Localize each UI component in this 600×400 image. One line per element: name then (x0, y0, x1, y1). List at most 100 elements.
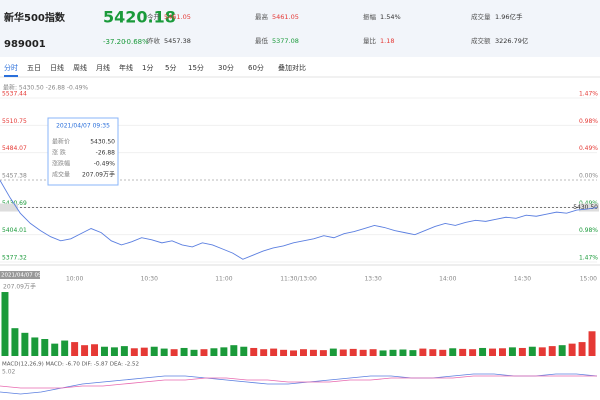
volume-bar (280, 349, 288, 356)
volume-bar (230, 345, 238, 356)
latest-line: 最新: 5430.50 -26.88 -0.49% (3, 84, 88, 92)
volume-bar (538, 347, 546, 356)
time-label: 14:00 (439, 276, 456, 283)
volume-bar (41, 339, 49, 356)
tooltip (47, 117, 119, 186)
macd-label: MACD(12,26,9) MACD: -6.70 DIF: -5.87 DEA… (2, 362, 139, 368)
macd-top: 5.02 (2, 369, 16, 376)
volume-bar (528, 346, 536, 356)
tab[interactable]: 五日 (27, 64, 41, 72)
change: -37.20 (103, 38, 126, 46)
cursor-time-bg (0, 271, 40, 279)
tab[interactable]: 日线 (50, 63, 64, 72)
volume-bar (518, 347, 526, 356)
field-value: 5457.38 (164, 37, 191, 45)
y-tick-label: 5484.07 (2, 145, 27, 152)
volume-bar (429, 349, 437, 356)
right-tick-label: 0.98% (579, 227, 598, 234)
volume-bar (61, 340, 69, 356)
volume-bar (240, 346, 248, 356)
index-code: 989001 (4, 39, 46, 50)
volume-bar (170, 349, 178, 356)
field-label: 成交额 (471, 36, 491, 45)
volume-bar (309, 349, 317, 356)
tab[interactable]: 叠加对比 (278, 63, 306, 72)
volume-bar (200, 349, 208, 356)
tooltip-label: 成交量 (52, 171, 70, 179)
volume-bar (588, 331, 596, 356)
volume-label: 207.09万手 (3, 283, 36, 291)
tab[interactable]: 15分 (188, 63, 204, 72)
field-label: 昨收 (147, 36, 161, 45)
volume-bar (379, 350, 387, 356)
field-label: 最低 (255, 36, 269, 45)
tooltip-value: 207.09万手 (82, 171, 115, 179)
tooltip-label: 涨跌幅 (52, 160, 70, 168)
y-tick-label: 5510.75 (2, 118, 27, 125)
right-tick-label: 0.98% (579, 118, 598, 125)
volume-bar (359, 349, 367, 356)
dif-line (0, 373, 598, 395)
tab-underline (4, 75, 18, 77)
time-label: 13:30 (364, 276, 381, 283)
right-tick-label: 0.00% (579, 173, 598, 180)
volume-bar (180, 347, 188, 356)
field-value: 3226.79亿 (495, 36, 529, 45)
right-tick-label: 0.49% (579, 200, 598, 207)
tooltip-label: 涨 跌 (52, 149, 66, 157)
volume-bar (498, 348, 506, 356)
price: 5420.18 (103, 8, 176, 27)
tab[interactable]: 30分 (218, 63, 234, 72)
y-tick-label: 5457.38 (2, 173, 27, 180)
time-label: 10:30 (141, 276, 158, 283)
right-tick-label: 1.47% (579, 255, 598, 262)
volume-bar (369, 349, 377, 356)
change-pct: -0.68% (124, 38, 149, 46)
volume-bar (210, 348, 218, 356)
volume-bar (399, 349, 407, 356)
tooltip-value: -26.88 (96, 150, 116, 157)
field-value: 5377.08 (272, 37, 299, 45)
y-tick-label: 5404.01 (2, 227, 27, 234)
field-value: 1.54% (380, 13, 401, 21)
volume-bar (578, 342, 586, 356)
y-tick-label: 5537.44 (2, 91, 27, 98)
volume-bar (349, 348, 357, 356)
tab[interactable]: 60分 (248, 63, 264, 72)
volume-bar (130, 348, 138, 356)
volume-bar (299, 349, 307, 356)
y-tick-label: 5430.69 (2, 200, 27, 207)
tab[interactable]: 分时 (4, 63, 18, 72)
volume-bar (389, 349, 397, 356)
volume-bar (449, 348, 457, 356)
volume-bar (260, 349, 268, 356)
volume-bar (479, 347, 487, 356)
right-tick-label: 1.47% (579, 91, 598, 98)
cursor-time: 2021/04/07 09:35 (1, 273, 51, 279)
volume-bar (339, 349, 347, 356)
volume-bar (220, 347, 228, 356)
volume-bar (81, 345, 89, 356)
volume-bar (548, 346, 556, 356)
volume-bar (11, 328, 19, 356)
tooltip-value: 5430.50 (90, 139, 115, 146)
volume-bar (51, 343, 59, 356)
time-label: 11:00 (215, 276, 232, 283)
price-line (0, 180, 598, 260)
volume-bar (91, 344, 99, 356)
tab[interactable]: 周线 (73, 63, 87, 72)
field-value: 1.18 (380, 37, 394, 45)
tab[interactable]: 1分 (142, 63, 153, 72)
field-value: 5461.05 (272, 13, 299, 21)
volume-bar (140, 347, 148, 356)
volume-bar (558, 345, 566, 356)
time-label: 15:00 (580, 276, 597, 283)
tab[interactable]: 年线 (119, 63, 133, 72)
field-label: 成交量 (471, 12, 491, 21)
tab[interactable]: 月线 (96, 63, 110, 72)
tooltip-title: 2021/04/07 09:35 (56, 123, 110, 130)
volume-bar (508, 347, 516, 356)
tab[interactable]: 5分 (165, 63, 176, 72)
time-label: 10:00 (66, 276, 83, 283)
